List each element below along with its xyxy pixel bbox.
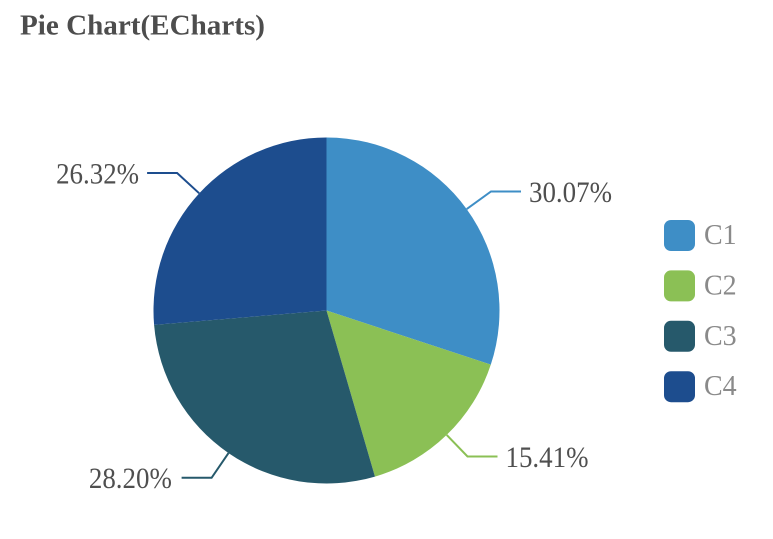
svg-text:15.41%: 15.41%: [506, 441, 589, 474]
svg-text:30.07%: 30.07%: [529, 176, 612, 209]
svg-text:C4: C4: [704, 371, 737, 402]
svg-text:C2: C2: [704, 270, 737, 301]
svg-text:Pie Chart(ECharts): Pie Chart(ECharts): [20, 10, 265, 42]
svg-text:26.32%: 26.32%: [56, 158, 139, 191]
svg-text:28.20%: 28.20%: [89, 462, 172, 495]
svg-text:C3: C3: [704, 321, 737, 352]
svg-text:C1: C1: [704, 220, 737, 251]
